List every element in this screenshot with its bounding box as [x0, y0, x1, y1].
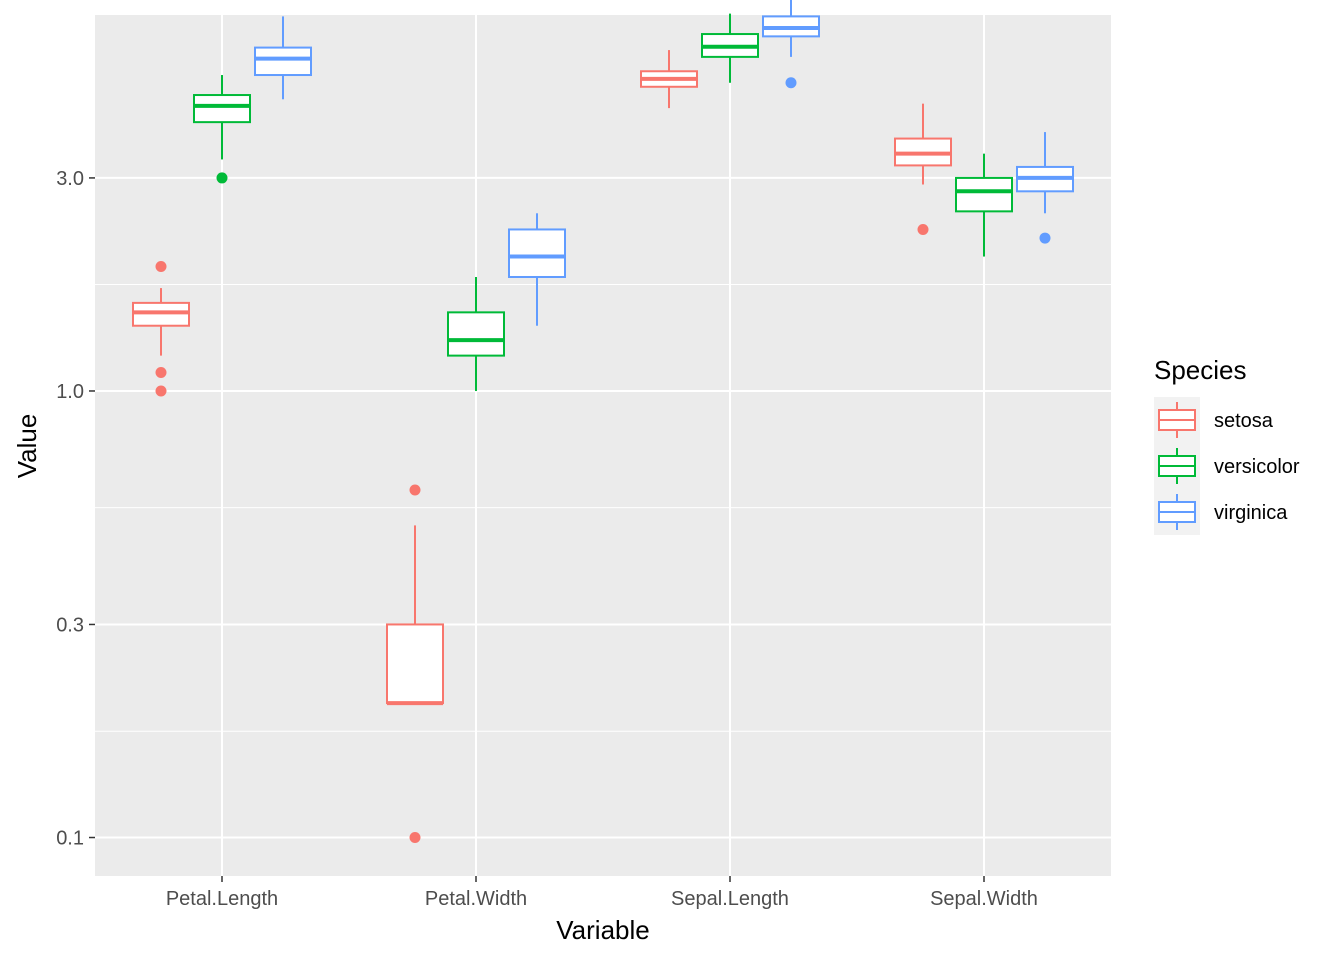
- box-layer: [132, 0, 1074, 844]
- legend-key-versicolor: [1158, 448, 1196, 484]
- box-iqr: [254, 46, 312, 77]
- box-iqr: [447, 311, 505, 357]
- legend-label-versicolor: versicolor: [1214, 456, 1300, 478]
- y-tick-label: 0.1: [56, 828, 84, 850]
- legend-label-setosa: setosa: [1214, 410, 1274, 432]
- box-virginica-sepal-length: [762, 0, 820, 89]
- x-axis-title: Variable: [556, 915, 649, 945]
- y-axis: 0.1 0.3 1.0 3.0: [56, 168, 95, 850]
- y-tick-label: 0.3: [56, 614, 84, 636]
- outlier-point: [155, 261, 167, 273]
- outlier-point: [409, 484, 421, 496]
- y-axis-title: Value: [12, 414, 42, 479]
- y-tick-label: 3.0: [56, 168, 84, 190]
- y-tick-label: 1.0: [56, 381, 84, 403]
- outlier-point: [785, 77, 797, 89]
- outlier-point: [155, 385, 167, 397]
- box-virginica-petal-length: [254, 16, 312, 100]
- x-axis: Petal.Length Petal.Width Sepal.Length Sepal…: [166, 876, 1038, 910]
- outlier-point: [216, 172, 228, 184]
- x-tick-label: Petal.Width: [425, 888, 527, 910]
- box-virginica-sepal-width: [1016, 132, 1074, 244]
- outlier-point: [1039, 232, 1051, 244]
- box-iqr: [508, 228, 566, 278]
- legend-label-virginica: virginica: [1214, 502, 1288, 524]
- legend-key-virginica: [1158, 494, 1196, 530]
- legend-title: Species: [1154, 355, 1247, 385]
- box-versicolor-petal-width: [447, 276, 505, 391]
- x-tick-label: Sepal.Length: [671, 888, 789, 910]
- plot-panel: [95, 15, 1111, 876]
- box-versicolor-sepal-length: [701, 13, 759, 83]
- box-setosa-sepal-length: [640, 50, 698, 109]
- x-tick-label: Sepal.Width: [930, 888, 1038, 910]
- box-setosa-petal-length: [132, 261, 190, 397]
- legend: Species setosa versicolor virginica: [1154, 355, 1300, 535]
- box-virginica-petal-width: [508, 213, 566, 326]
- legend-key-setosa: [1158, 402, 1196, 438]
- box-setosa-petal-width: [386, 484, 444, 844]
- box-iqr: [955, 176, 1013, 213]
- outlier-point: [409, 832, 421, 844]
- box-setosa-sepal-width: [894, 103, 952, 235]
- outlier-point: [155, 366, 167, 378]
- outlier-point: [917, 223, 929, 235]
- box-iqr: [193, 94, 251, 124]
- box-iqr: [386, 623, 444, 705]
- box-versicolor-sepal-width: [955, 153, 1013, 257]
- x-tick-label: Petal.Length: [166, 888, 278, 910]
- box-versicolor-petal-length: [193, 75, 251, 184]
